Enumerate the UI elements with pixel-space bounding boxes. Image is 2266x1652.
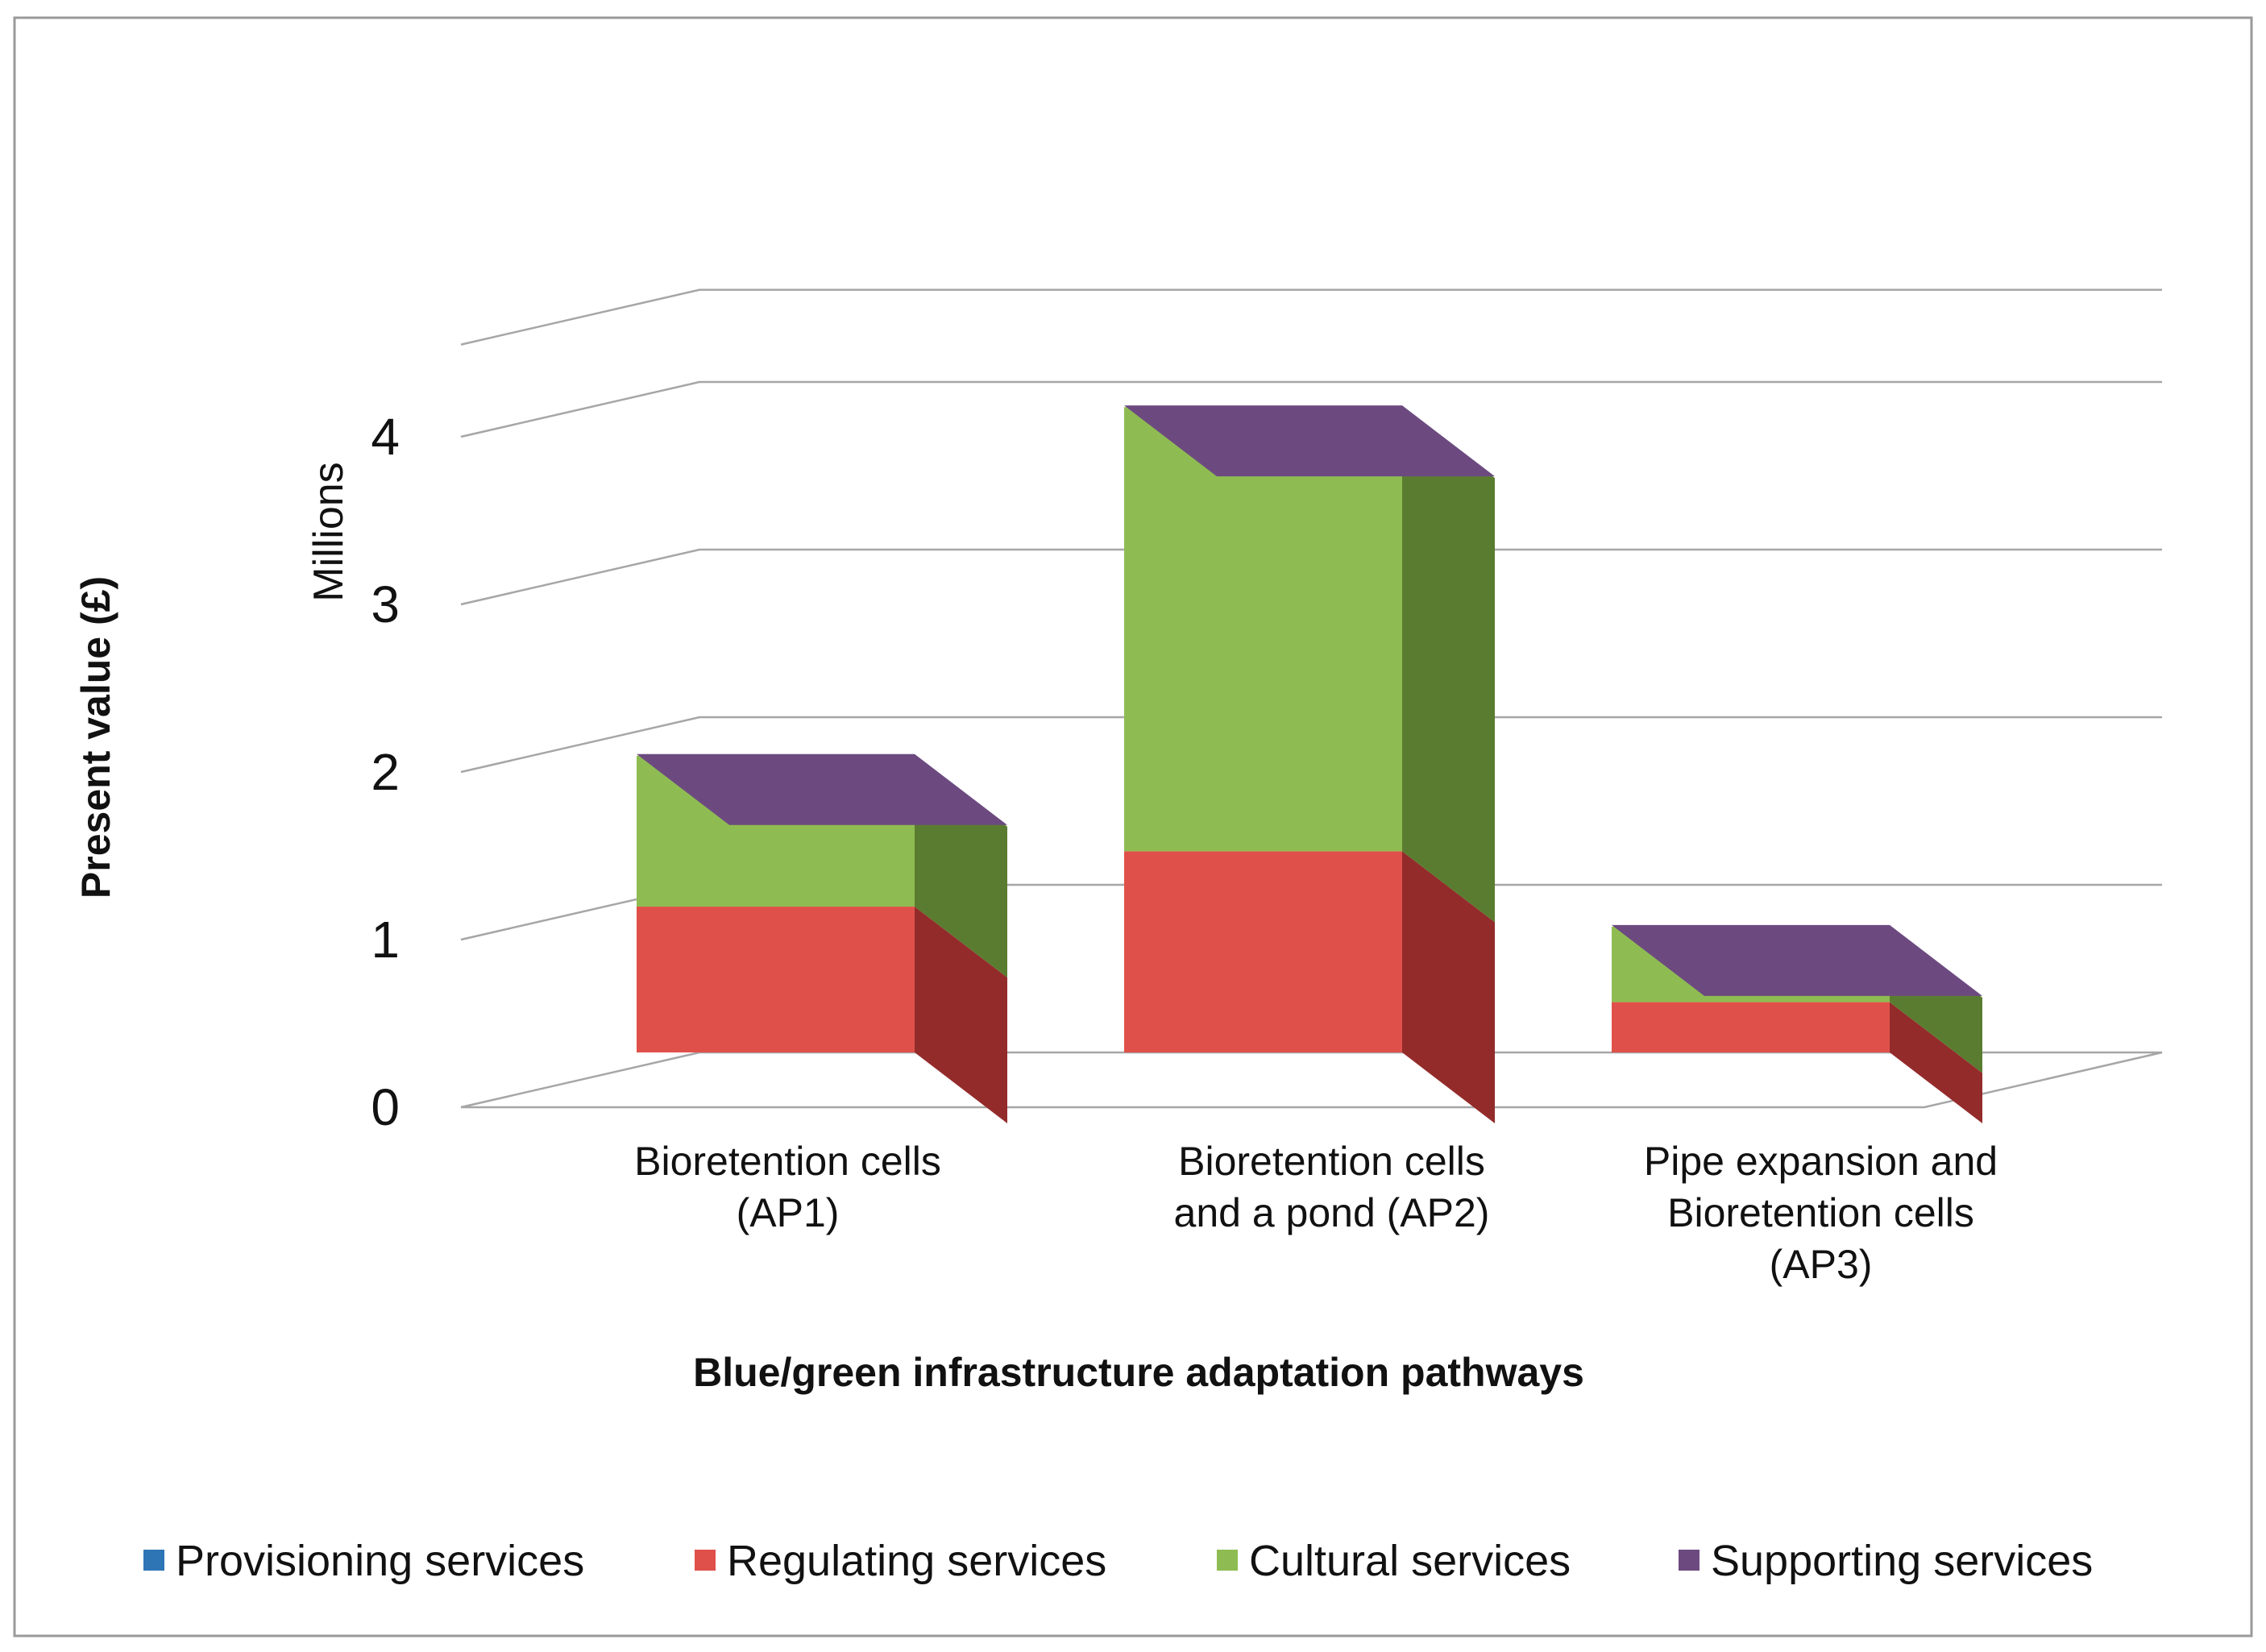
gridline	[460, 716, 2162, 774]
bar-segment	[1124, 407, 1402, 852]
y-unit-label: Millions	[305, 462, 352, 601]
legend-swatch	[695, 1550, 716, 1571]
category-label: Pipe expansion and	[1644, 1139, 1998, 1184]
bar-stack	[1612, 924, 1982, 1123]
legend: Provisioning services Regulating services…	[143, 1537, 2093, 1585]
legend-swatch	[143, 1550, 164, 1571]
floor	[460, 1051, 2163, 1109]
bar-segment-top	[1612, 924, 1982, 996]
y-axis-ticks: 0 1 2 3 4	[371, 408, 400, 1136]
x-axis-title: Blue/green infrastructure adaptation pat…	[693, 1350, 1584, 1395]
legend-label: Provisioning services	[176, 1537, 584, 1585]
y-axis-title: Present value (£)	[73, 576, 118, 899]
bar-segment	[1124, 851, 1402, 1052]
category-label: Bioretention cells	[634, 1139, 941, 1184]
y-tick-label: 0	[371, 1078, 400, 1136]
legend-swatch	[1217, 1550, 1238, 1571]
bars	[637, 405, 1982, 1123]
category-label: (AP1)	[737, 1190, 840, 1235]
x-axis-categories: Bioretention cells (AP1) Bioretention cell…	[634, 1139, 1998, 1287]
legend-swatch	[1679, 1550, 1700, 1571]
y-tick-label: 4	[371, 408, 400, 466]
bar-segment-top	[637, 753, 1007, 825]
gridlines	[460, 288, 2163, 1109]
bar-segment-side	[1402, 407, 1495, 923]
bar-stack	[637, 753, 1007, 1123]
legend-label: Supporting services	[1711, 1537, 2093, 1585]
gridline-top	[460, 288, 2162, 346]
bar-segment-side	[1890, 1002, 1982, 1123]
y-tick-label: 1	[371, 911, 400, 969]
bar-segment	[637, 907, 915, 1052]
category-label: (AP3)	[1770, 1242, 1873, 1287]
y-tick-label: 2	[371, 743, 400, 801]
gridline	[460, 548, 2162, 606]
bar-segment-side	[1402, 851, 1495, 1123]
bar-stack	[1124, 405, 1495, 1123]
category-label: Bioretention cells	[1178, 1139, 1485, 1184]
legend-label: Regulating services	[727, 1537, 1106, 1585]
category-label: Bioretention cells	[1667, 1190, 1974, 1235]
gridline	[460, 380, 2162, 438]
chart-frame	[13, 16, 2253, 1637]
bar-segment-top	[1124, 405, 1495, 477]
bar-segment-side	[915, 907, 1007, 1123]
legend-label: Cultural services	[1249, 1537, 1571, 1585]
bar-segment	[1612, 1002, 1890, 1052]
y-tick-label: 3	[371, 575, 400, 633]
category-label: and a pond (AP2)	[1174, 1190, 1490, 1235]
